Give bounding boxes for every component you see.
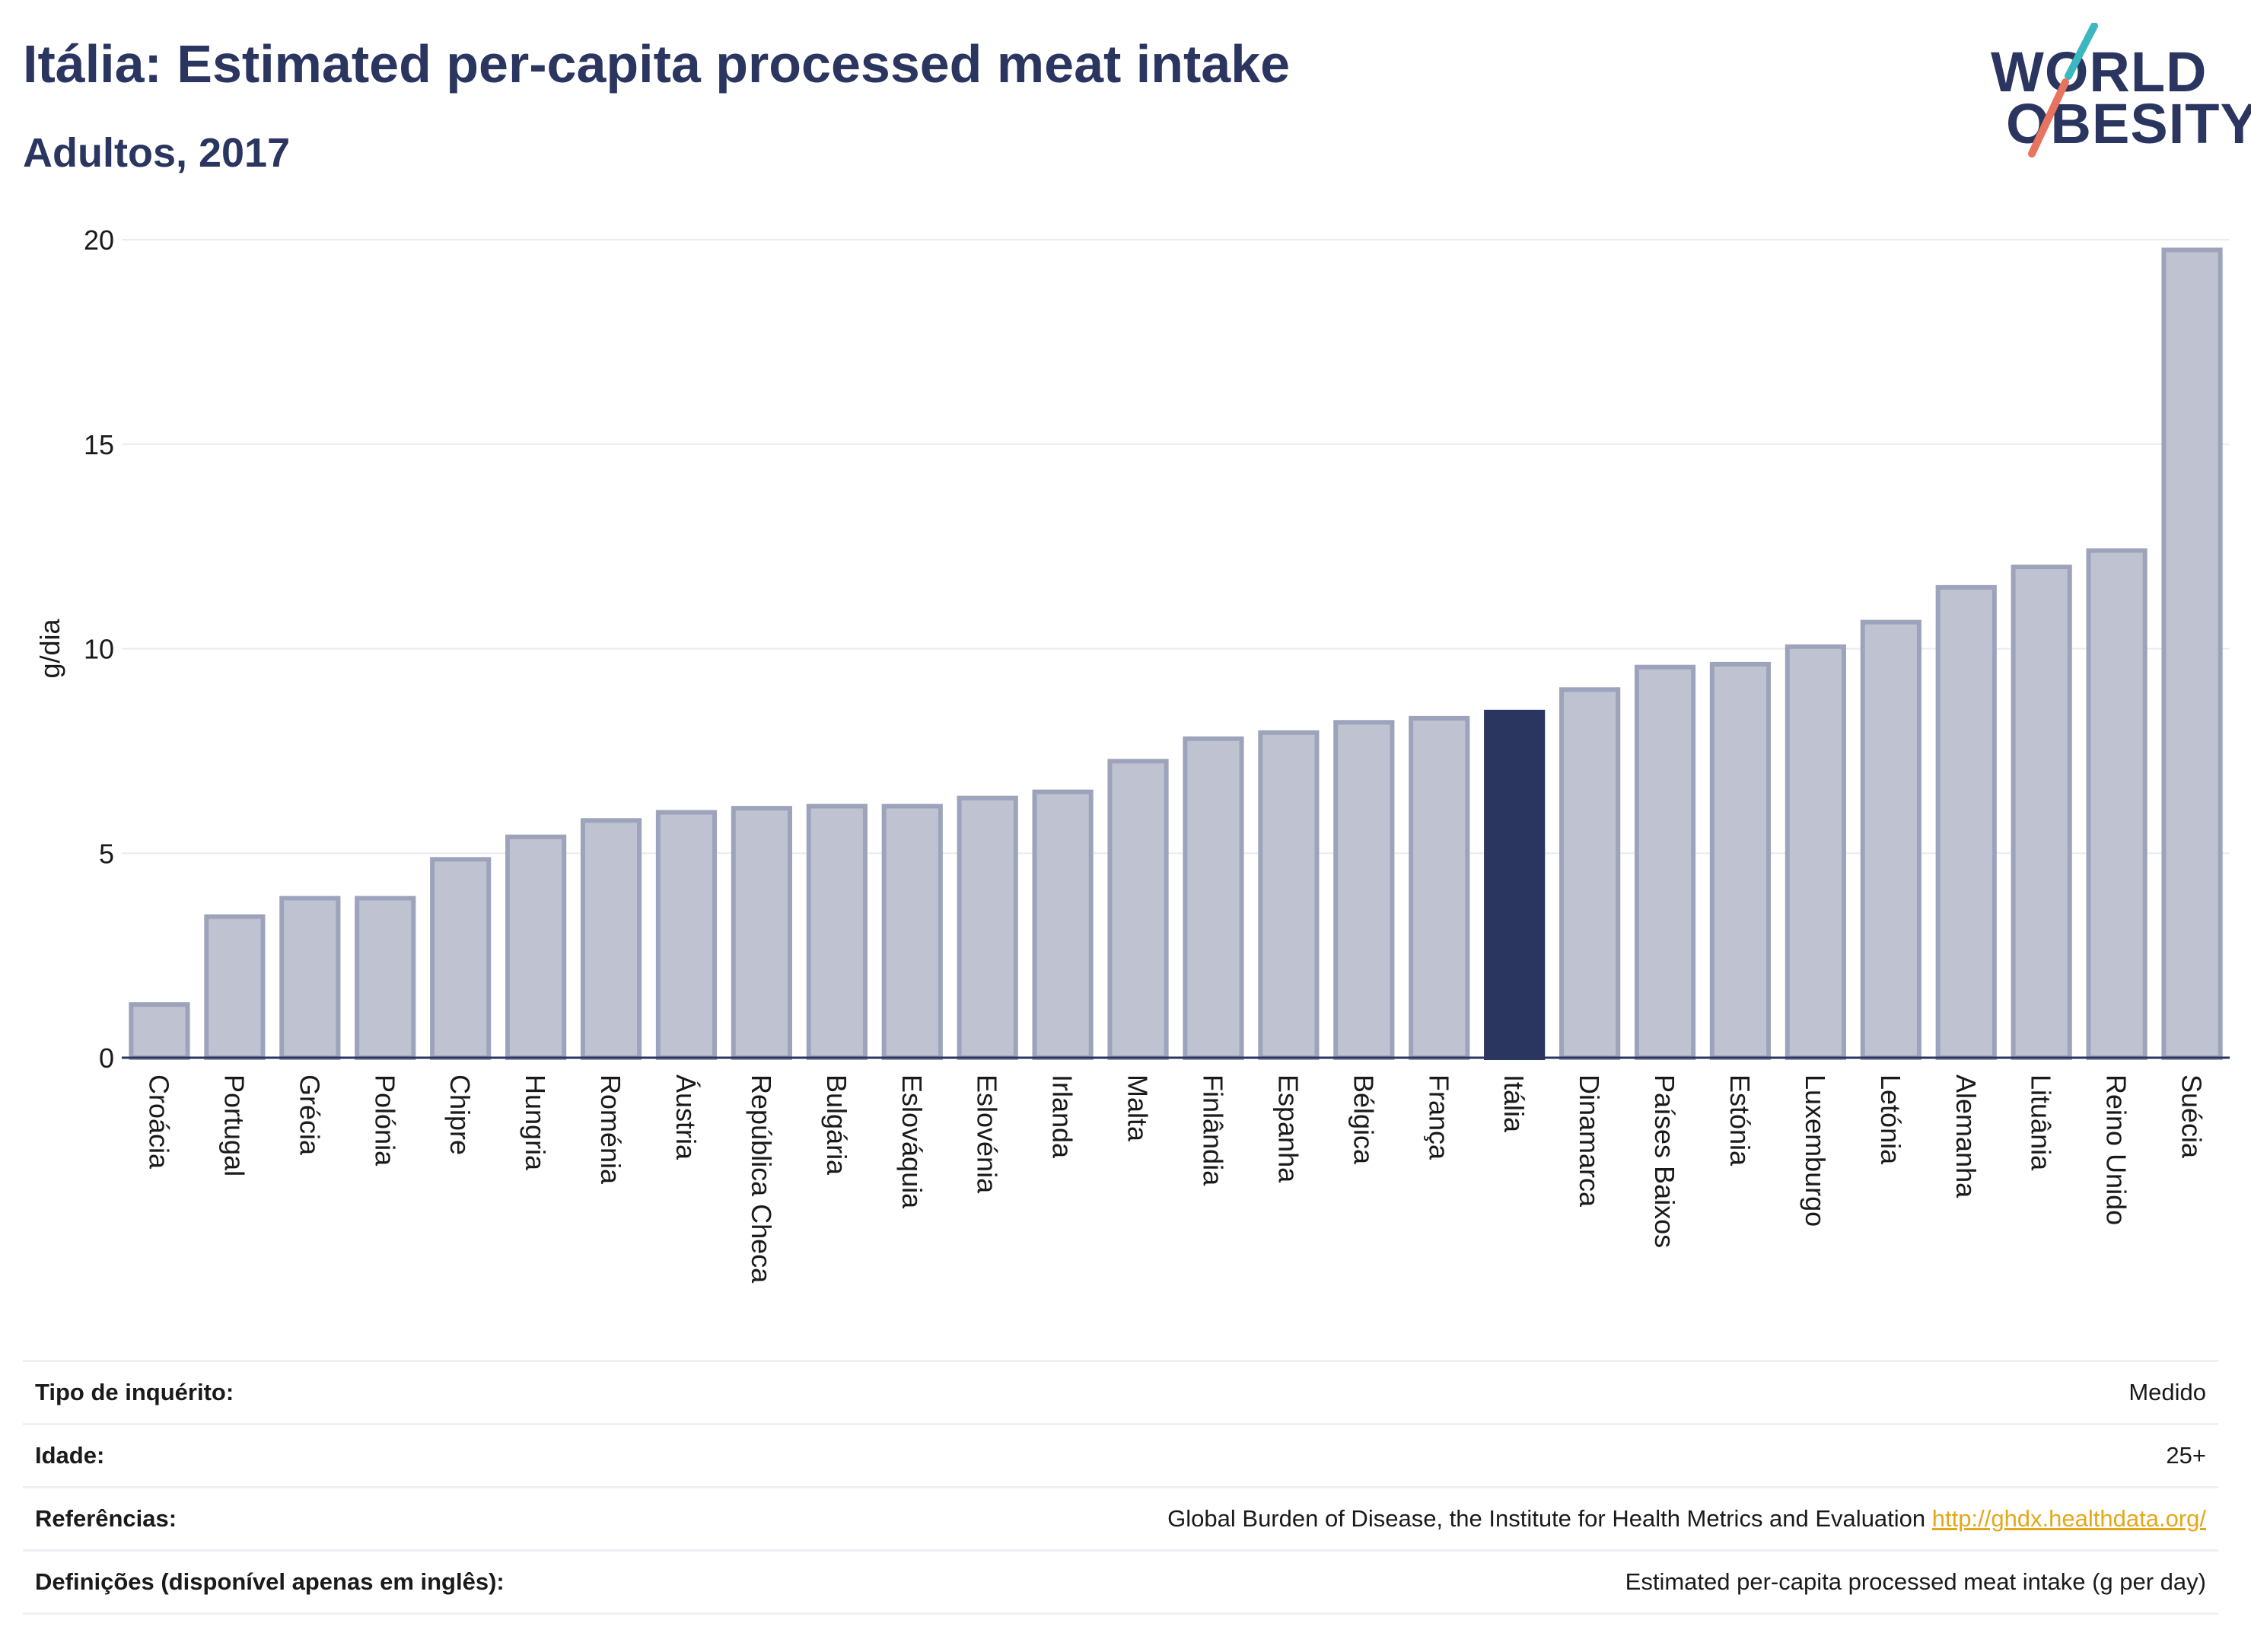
bar-Eslovénia[interactable] (957, 795, 1018, 1060)
y-tick-label: 20 (84, 224, 114, 256)
bar-Estónia[interactable] (1709, 661, 1772, 1060)
bars (122, 247, 2230, 1060)
x-tick-label: Itália (1498, 1074, 1530, 1133)
y-tick-label: 15 (84, 429, 114, 460)
bar-Países Baixos[interactable] (1634, 664, 1696, 1060)
bar-Letónia[interactable] (1860, 619, 1921, 1060)
x-tick-label: Lituânia (2026, 1074, 2057, 1171)
x-tick-label: Roménia (595, 1074, 626, 1185)
bar-Croácia[interactable] (129, 1002, 190, 1060)
bar-Polónia[interactable] (355, 896, 416, 1060)
page-title: Itália: Estimated per-capita processed m… (23, 34, 1291, 94)
x-tick-label: Eslovénia (972, 1074, 1003, 1194)
x-tick-label: Estónia (1724, 1074, 1756, 1167)
x-tick-label: Reino Unido (2101, 1074, 2132, 1225)
info-row-survey-type: Tipo de inquérito: Medido (23, 1362, 2218, 1425)
x-tick-label: Alemanha (1950, 1074, 1982, 1198)
bar-Roménia[interactable] (580, 818, 642, 1060)
info-label: Idade: (35, 1442, 105, 1469)
bar-Irlanda[interactable] (1032, 789, 1094, 1060)
info-value-references: Global Burden of Disease, the Institute … (1167, 1505, 2206, 1533)
reference-link[interactable]: http://ghdx.healthdata.org/ (1931, 1505, 2206, 1532)
x-tick-label: Dinamarca (1574, 1074, 1605, 1208)
bar-Luxemburgo[interactable] (1785, 644, 1846, 1060)
logo-slash-icon (2028, 23, 2098, 158)
y-axis-ticks: 0 5 10 15 20 (84, 224, 114, 1074)
bar-Itália[interactable] (1484, 709, 1546, 1060)
bar-Hungria[interactable] (505, 834, 567, 1060)
info-table: Tipo de inquérito: Medido Idade: 25+ Ref… (23, 1360, 2218, 1615)
info-value: Estimated per-capita processed meat inta… (1625, 1568, 2206, 1595)
info-row-references: Referências: Global Burden of Disease, t… (23, 1488, 2218, 1552)
x-tick-label: Espanha (1272, 1074, 1304, 1183)
bar-Finlândia[interactable] (1183, 736, 1244, 1060)
bar-Bélgica[interactable] (1333, 720, 1395, 1060)
bar-Grécia[interactable] (279, 896, 341, 1060)
info-label: Referências: (35, 1505, 177, 1532)
x-axis-ticks: Croácia Portugal Grécia Polónia Chipre Hungri… (143, 1074, 2207, 1284)
x-tick-label: Irlanda (1047, 1074, 1078, 1159)
x-tick-label: Chipre (444, 1074, 476, 1155)
x-tick-label: Polónia (369, 1074, 400, 1167)
bar-Espanha[interactable] (1258, 730, 1320, 1060)
bar-República Checa[interactable] (731, 806, 792, 1060)
info-row-age: Idade: 25+ (23, 1425, 2218, 1488)
x-tick-label: França (1423, 1074, 1454, 1160)
info-label: Tipo de inquérito: (35, 1379, 234, 1405)
bar-Chipre[interactable] (430, 857, 492, 1060)
x-tick-label: Luxemburgo (1800, 1074, 1831, 1227)
x-tick-label: Malta (1122, 1074, 1154, 1142)
bar-chart: 0 5 10 15 20 Croácia Portugal Grécia Polónia Chi… (34, 224, 2230, 1284)
y-axis-label: g/dia (34, 618, 65, 678)
bar-Bulgária[interactable] (806, 804, 868, 1060)
x-tick-label: Portugal (218, 1074, 250, 1176)
logo-line1: WORLD (1991, 40, 2208, 103)
reference-text: Global Burden of Disease, the Institute … (1167, 1505, 1926, 1532)
x-tick-label: Países Baixos (1649, 1074, 1680, 1248)
x-tick-label: Letónia (1875, 1074, 1906, 1165)
x-tick-label: Eslováquia (896, 1074, 928, 1209)
bar-Portugal[interactable] (204, 914, 266, 1060)
x-tick-label: Bélgica (1348, 1074, 1379, 1165)
x-tick-label: República Checa (746, 1074, 777, 1284)
x-tick-label: Áustria (670, 1074, 702, 1160)
y-tick-label: 5 (99, 838, 114, 869)
info-label: Definições (disponível apenas em inglês)… (35, 1568, 505, 1595)
y-tick-label: 10 (84, 634, 114, 665)
x-tick-label: Bulgária (821, 1074, 852, 1176)
world-obesity-logo[interactable]: WORLD OBESITY (1979, 23, 2251, 160)
x-tick-label: Suécia (2176, 1074, 2208, 1159)
bar-Malta[interactable] (1107, 759, 1169, 1060)
bar-França[interactable] (1409, 715, 1470, 1060)
x-tick-label: Finlândia (1197, 1074, 1228, 1186)
bar-Dinamarca[interactable] (1559, 687, 1621, 1060)
page-subtitle: Adultos, 2017 (23, 130, 291, 176)
info-row-definitions: Definições (disponível apenas em inglês)… (23, 1552, 2218, 1615)
bar-Reino Unido[interactable] (2086, 548, 2148, 1060)
bar-Lituânia[interactable] (2011, 565, 2072, 1060)
info-value: Medido (2128, 1379, 2206, 1405)
bar-Áustria[interactable] (655, 810, 718, 1060)
x-tick-label: Hungria (520, 1074, 551, 1171)
info-value: 25+ (2166, 1442, 2206, 1469)
bar-Eslováquia[interactable] (881, 804, 943, 1060)
x-tick-label: Croácia (143, 1074, 174, 1170)
y-tick-label: 0 (99, 1042, 114, 1074)
bar-Alemanha[interactable] (1935, 584, 1997, 1060)
bar-Suécia[interactable] (2161, 247, 2223, 1060)
x-tick-label: Grécia (294, 1074, 325, 1156)
